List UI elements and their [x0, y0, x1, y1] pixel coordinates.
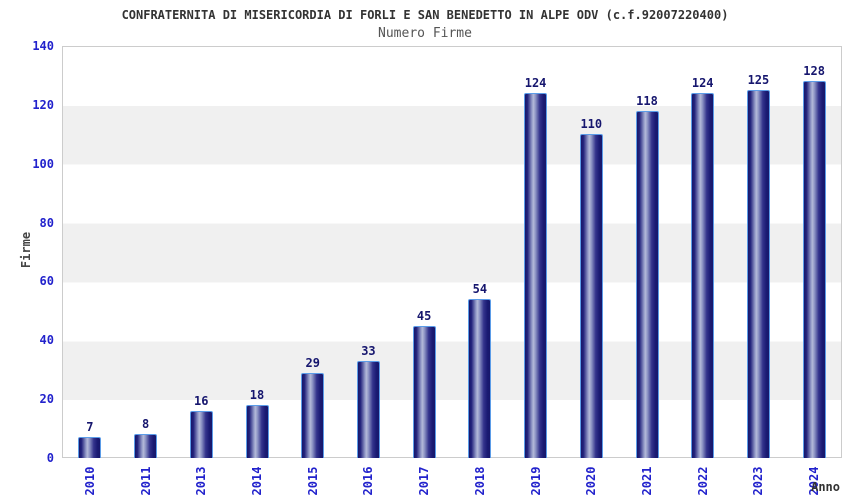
bar-value-label: 7: [86, 420, 94, 435]
x-tick-label: 2018: [472, 466, 487, 496]
bar-value-label: 110: [580, 117, 603, 132]
chart-title: CONFRATERNITA DI MISERICORDIA DI FORLI E…: [121, 8, 729, 22]
bar-2010: [78, 437, 102, 458]
bar-value-label: 125: [747, 73, 770, 88]
y-tick-label: 0: [46, 451, 54, 465]
x-tick-label: 2013: [194, 466, 209, 496]
bar-value-label: 18: [249, 388, 265, 403]
chart-subtitle: Numero Firme: [378, 26, 472, 41]
bar-value-label: 118: [636, 93, 658, 108]
bar-value-label: 29: [305, 355, 320, 370]
bar-value-label: 16: [194, 393, 209, 408]
bar-2014: [245, 405, 269, 458]
bar-value-label: 124: [691, 76, 714, 91]
x-tick-label: 2016: [361, 466, 376, 496]
bar-value-label: 128: [803, 64, 825, 79]
bar-value-label: 45: [416, 308, 432, 323]
y-tick-label: 40: [39, 333, 54, 348]
x-tick-label: 2021: [640, 466, 654, 496]
y-tick-label: 20: [39, 392, 54, 407]
x-tick-label: 2011: [138, 466, 153, 496]
bar-value-label: 8: [141, 417, 150, 432]
x-tick-label: 2023: [751, 466, 766, 496]
y-axis-title: Firme: [19, 231, 33, 269]
bar-value-label: 54: [472, 282, 488, 297]
bar-2011: [134, 434, 158, 458]
bar-2020: [579, 134, 603, 458]
bar-2016: [356, 360, 380, 458]
bar-2024: [802, 81, 826, 458]
bar-2013: [189, 410, 213, 458]
bar-2022: [691, 93, 715, 458]
x-tick-label: 2020: [584, 466, 599, 496]
x-tick-label: 2017: [417, 466, 432, 496]
y-tick-label: 120: [32, 97, 54, 112]
x-tick-label: 2014: [250, 466, 264, 496]
y-tick-label: 80: [39, 215, 54, 230]
y-tick-label: 140: [32, 39, 54, 53]
x-axis-title: Anno: [811, 480, 840, 494]
bar-2019: [524, 93, 548, 458]
y-tick-label: 100: [32, 156, 54, 171]
x-tick-label: 2010: [82, 466, 97, 496]
x-tick-label: 2022: [695, 466, 710, 496]
x-tick-label: 2015: [305, 466, 320, 496]
bar-value-label: 124: [524, 76, 547, 91]
bar-2021: [635, 110, 659, 458]
x-tick-label: 2019: [528, 466, 543, 496]
bar-2015: [301, 372, 325, 458]
bar-2018: [468, 299, 492, 458]
y-tick-label: 60: [39, 274, 54, 289]
bar-2017: [412, 325, 436, 458]
bar-2023: [746, 90, 770, 458]
bar-value-label: 33: [361, 343, 376, 358]
